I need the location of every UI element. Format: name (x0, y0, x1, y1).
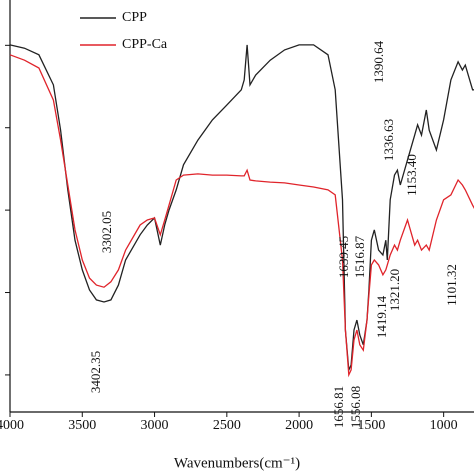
peak-label: 1419.14 (374, 295, 389, 338)
peak-label: 1153.40 (404, 154, 419, 196)
x-tick-label: 1000 (430, 418, 458, 433)
x-tick-label: 2000 (285, 418, 313, 433)
x-tick-label: 3500 (68, 418, 96, 433)
series-line (9, 44, 474, 373)
peak-label: 3402.35 (88, 351, 103, 393)
peak-label: 1656.81 (331, 386, 346, 428)
peak-label: 1101.32 (444, 264, 459, 306)
peak-label: 1639.45 (336, 236, 351, 278)
peak-label: 1556.08 (348, 386, 363, 428)
peak-label: 1516.87 (352, 235, 367, 278)
legend-label: CPP (122, 10, 147, 25)
x-tick-label: 2500 (213, 418, 241, 433)
x-tick-label: 4000 (0, 418, 24, 433)
legend-label: CPP-Ca (122, 37, 168, 52)
peak-label: 1390.64 (371, 40, 386, 83)
x-tick-label: 3000 (141, 418, 169, 433)
peak-label: 1321.20 (387, 269, 402, 311)
series-line (9, 54, 474, 378)
x-tick-label: 1500 (357, 418, 385, 433)
x-axis-label: Wavenumbers(cm⁻¹) (174, 455, 300, 471)
peak-label: 1336.63 (381, 119, 396, 161)
peak-label: 3302.05 (99, 211, 114, 253)
